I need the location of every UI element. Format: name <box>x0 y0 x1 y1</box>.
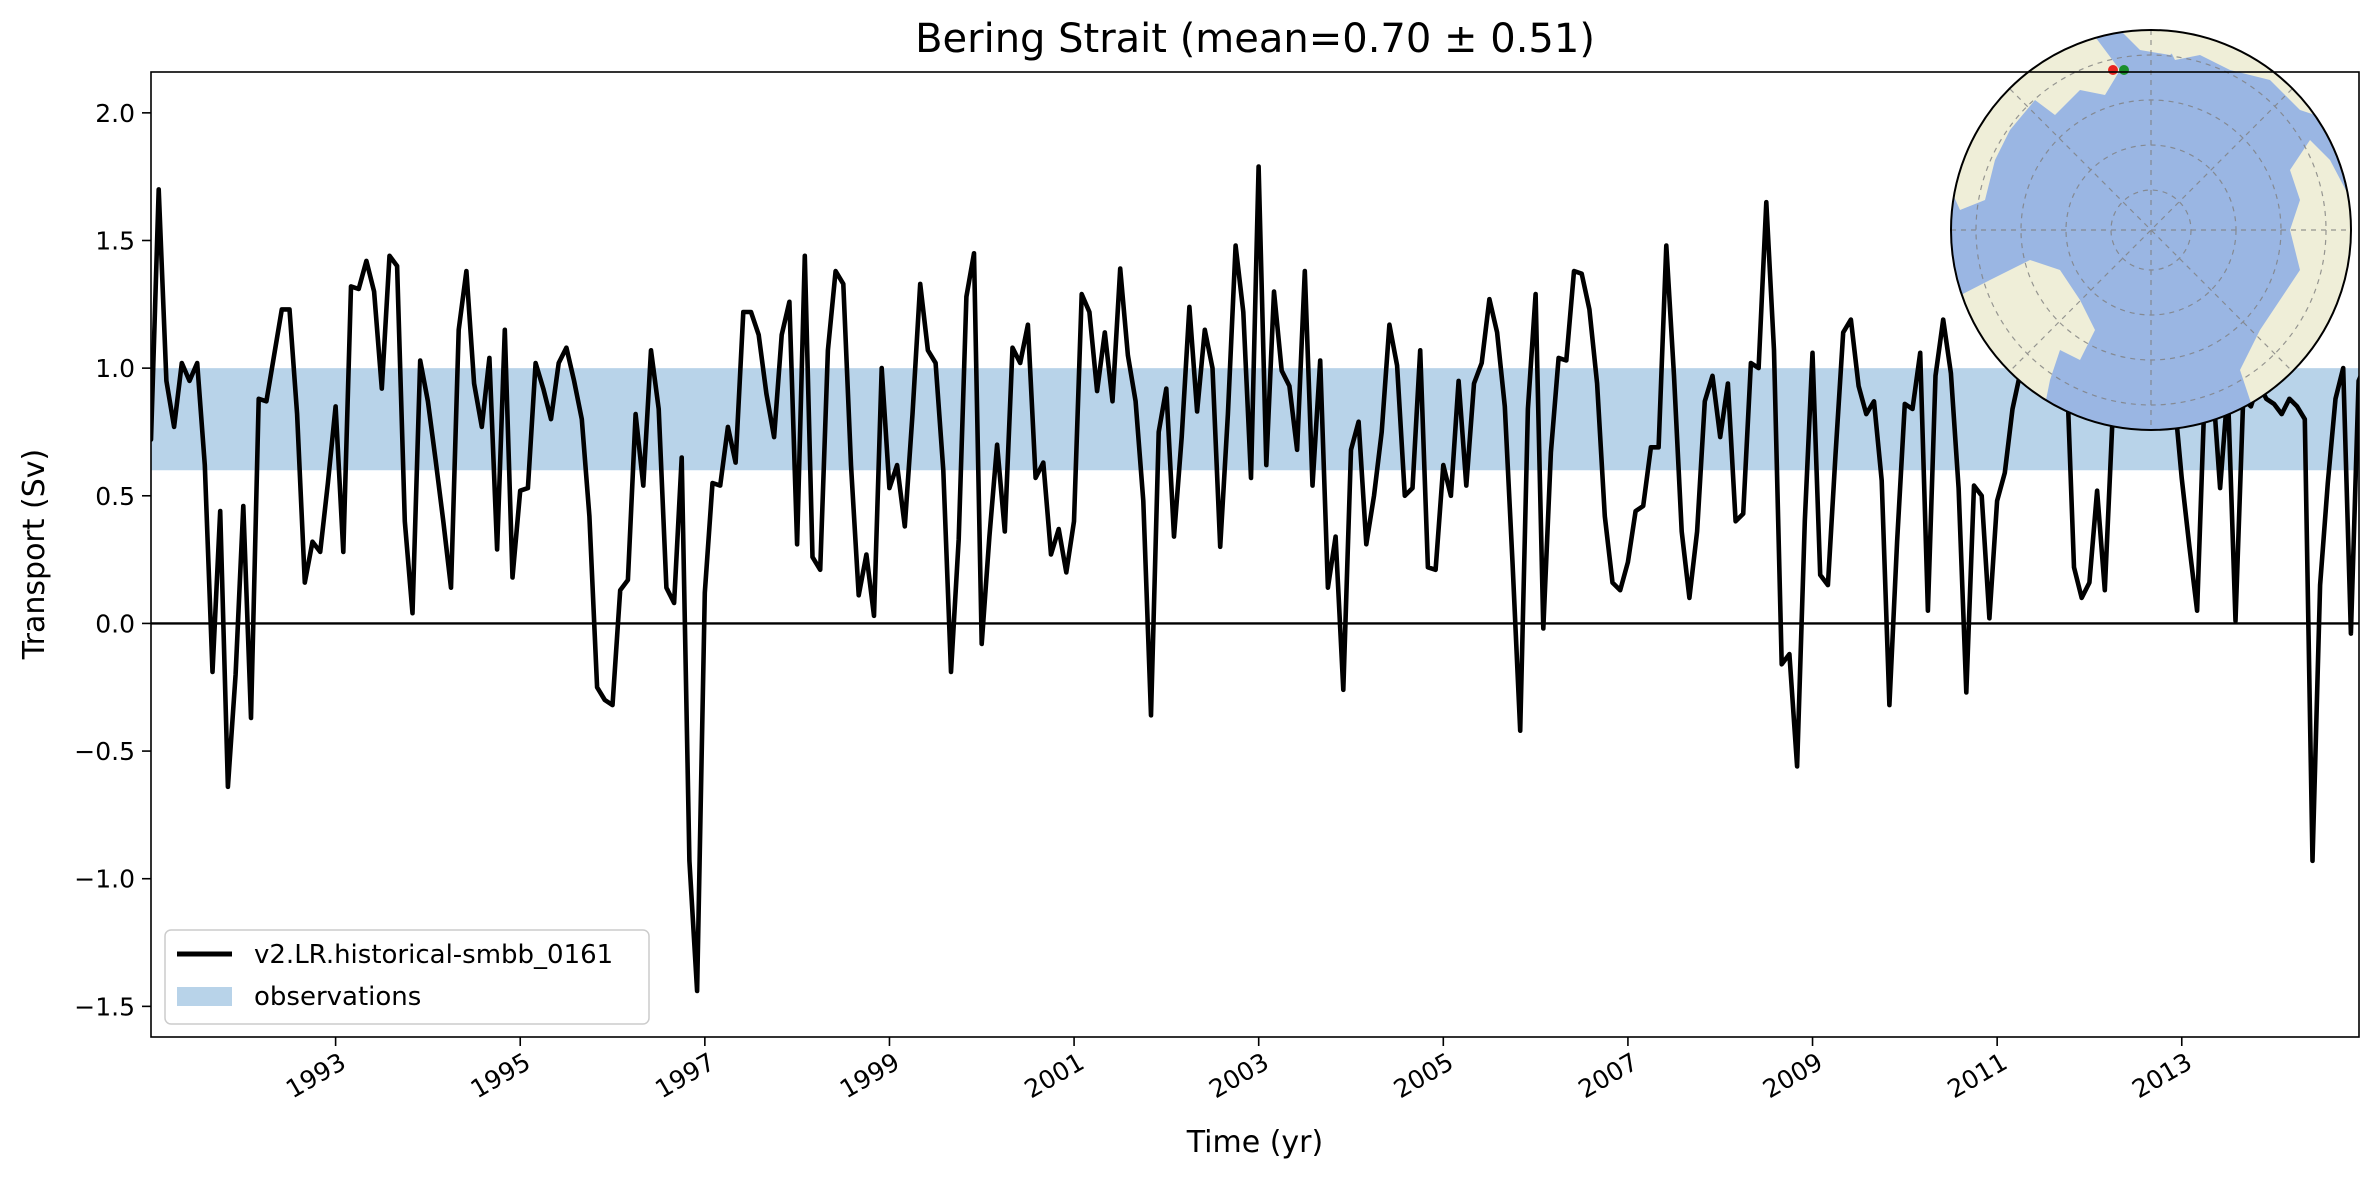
x-tick-label: 1997 <box>650 1047 720 1104</box>
x-tick-label: 1995 <box>466 1047 536 1104</box>
legend-label-observations: observations <box>254 982 421 1012</box>
legend: v2.LR.historical-smbb_0161 observations <box>164 929 650 1025</box>
legend-box <box>164 929 650 1025</box>
x-tick-label: 2009 <box>1758 1047 1828 1104</box>
x-tick-label: 2011 <box>1943 1047 2013 1104</box>
chart-title: Bering Strait (mean=0.70 ± 0.51) <box>915 16 1595 62</box>
y-axis-label: Transport (Sv) <box>17 449 52 661</box>
y-axis: −1.5 −1.0 −0.5 0.0 0.5 1.0 1.5 2.0 <box>74 99 151 1021</box>
inset-map <box>1950 29 2352 431</box>
y-tick-label: −0.5 <box>74 737 135 766</box>
y-tick-label: −1.5 <box>74 992 135 1021</box>
map-marker-green <box>2119 65 2129 75</box>
y-tick-label: 1.0 <box>95 354 135 383</box>
y-tick-label: 0.0 <box>95 609 135 638</box>
map-land-alaska-tip <box>2120 30 2200 55</box>
x-tick-label: 2005 <box>1389 1047 1459 1104</box>
x-tick-label: 1999 <box>835 1047 905 1104</box>
x-axis-label: Time (yr) <box>1186 1125 1323 1160</box>
map-marker-red <box>2108 65 2118 75</box>
x-tick-label: 2007 <box>1573 1047 1643 1104</box>
y-tick-label: 2.0 <box>95 99 135 128</box>
legend-band-swatch <box>177 987 232 1006</box>
x-tick-label: 1993 <box>281 1047 351 1104</box>
y-tick-label: 1.5 <box>95 226 135 255</box>
x-axis: 1993 1995 1997 1999 2001 2003 2005 2007 2009 2011… <box>281 1037 2197 1104</box>
legend-label-model: v2.LR.historical-smbb_0161 <box>254 940 613 970</box>
y-tick-label: −1.0 <box>74 865 135 894</box>
x-tick-label: 2003 <box>1204 1047 1274 1104</box>
y-tick-label: 0.5 <box>95 482 135 511</box>
x-tick-label: 2013 <box>2127 1047 2197 1104</box>
plot-frame <box>150 71 2360 1038</box>
x-tick-label: 2001 <box>1019 1047 1089 1104</box>
